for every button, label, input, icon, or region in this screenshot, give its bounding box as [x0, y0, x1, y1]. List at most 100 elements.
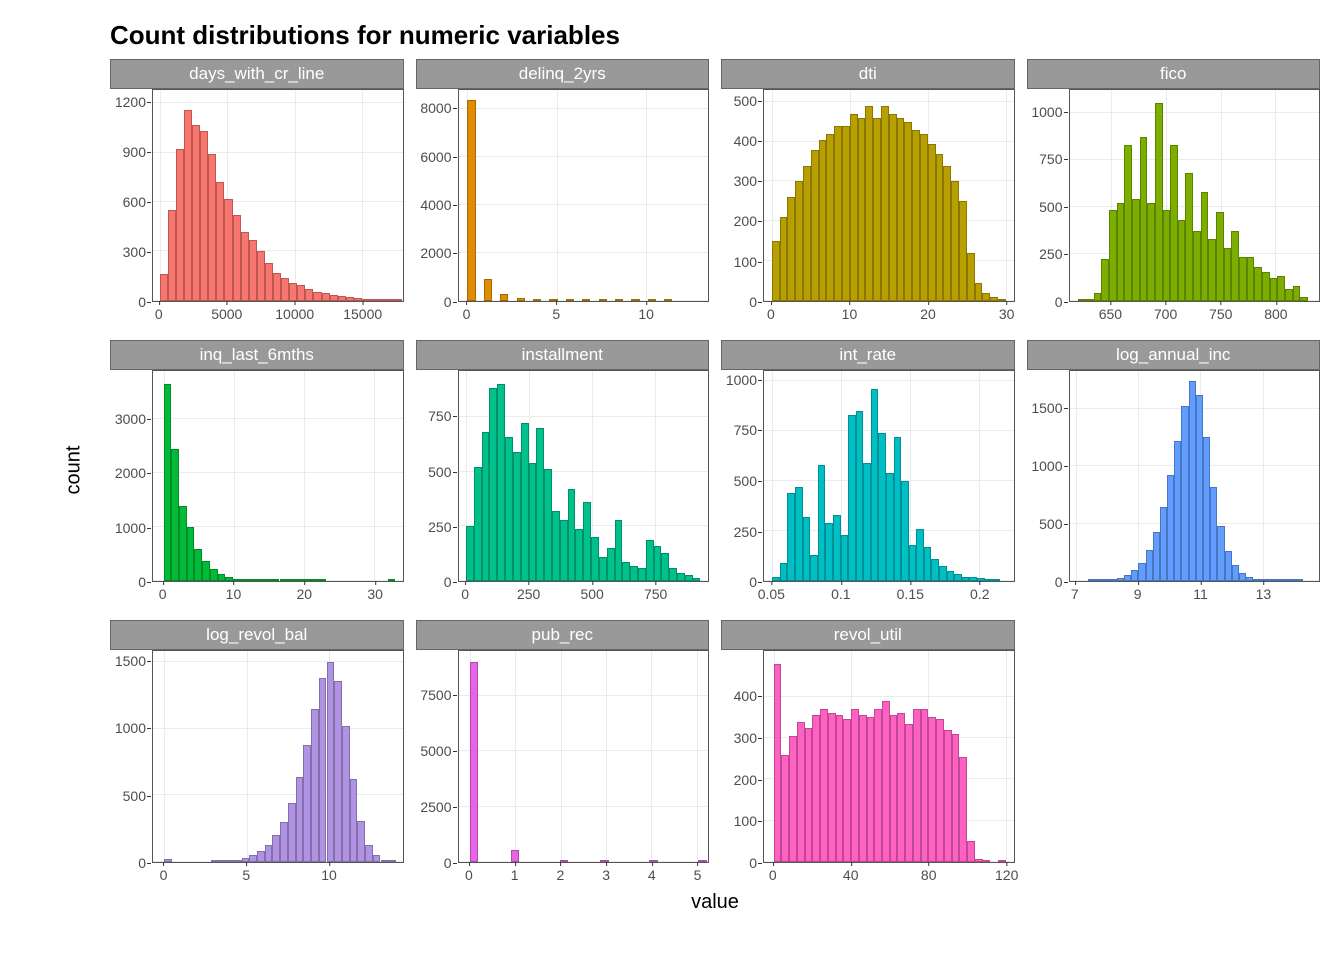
bar [848, 415, 856, 582]
panel [458, 89, 710, 302]
y-tick: 400 [734, 688, 757, 704]
bar [897, 713, 905, 862]
histogram-bars [1070, 371, 1320, 582]
panel [763, 89, 1015, 302]
bar [179, 506, 187, 582]
bar [1132, 199, 1140, 301]
bar [280, 579, 288, 581]
bar [218, 860, 226, 862]
y-tick: 100 [734, 813, 757, 829]
bar [787, 197, 795, 300]
bar [311, 709, 319, 862]
bar [843, 719, 851, 862]
facet-log_annual_inc: log_annual_inc050010001500791113 [1027, 340, 1321, 609]
y-tick: 0 [749, 294, 757, 310]
facet-fico: fico02505007501000650700750800 [1027, 59, 1321, 328]
x-tick: 1 [511, 867, 519, 883]
x-tick: 500 [580, 586, 603, 602]
bar [992, 579, 1000, 581]
bar [168, 210, 176, 301]
bar [497, 384, 505, 582]
y-tick: 2000 [420, 245, 451, 261]
bar [334, 681, 342, 862]
bar [1131, 570, 1138, 581]
bar [967, 253, 975, 301]
histogram-bars [764, 90, 1014, 301]
y-axis-label: count [63, 446, 86, 495]
bar [568, 489, 576, 581]
y-axis: 050010001500 [110, 650, 152, 863]
bar [467, 100, 475, 301]
bar [795, 487, 803, 581]
y-axis: 0250500750 [416, 370, 458, 583]
bar [265, 263, 273, 301]
y-tick: 0 [1055, 294, 1063, 310]
bar [192, 125, 200, 301]
y-tick: 250 [428, 519, 451, 535]
bar [661, 553, 669, 582]
bar [867, 717, 875, 862]
y-axis: 0100020003000 [110, 370, 152, 583]
bar [780, 563, 788, 581]
bar [648, 299, 656, 301]
bar [176, 149, 184, 300]
bar [1224, 248, 1232, 301]
bar [338, 296, 346, 301]
bar [841, 535, 849, 581]
bar [975, 283, 983, 301]
bar [273, 273, 281, 301]
bar [819, 140, 827, 301]
x-tick: 0.1 [831, 586, 850, 602]
bar [505, 437, 513, 582]
y-tick: 1000 [115, 520, 146, 536]
bar [249, 855, 257, 862]
x-tick: 650 [1099, 306, 1122, 322]
bar [264, 579, 272, 581]
panel [1069, 89, 1321, 302]
facet-strip: dti [721, 59, 1015, 89]
bar [373, 855, 381, 862]
bar [962, 577, 970, 581]
bar [998, 299, 1006, 301]
x-tick: 2 [556, 867, 564, 883]
bar [1193, 231, 1201, 301]
bar [560, 520, 568, 581]
bar [281, 278, 289, 301]
bar [533, 299, 541, 301]
x-tick: 800 [1264, 306, 1287, 322]
x-tick: 80 [921, 867, 937, 883]
y-axis: 0100200300400 [721, 650, 763, 863]
bar [287, 579, 295, 581]
bar [1232, 565, 1239, 581]
bar [1277, 276, 1285, 300]
bar [1268, 579, 1275, 581]
bar [354, 298, 362, 300]
bar [164, 859, 172, 862]
bar [928, 144, 936, 301]
y-tick: 300 [123, 244, 146, 260]
bar [998, 860, 1006, 862]
bar [990, 297, 998, 301]
x-axis: 791113 [1069, 582, 1321, 608]
bar [272, 835, 280, 862]
bar [370, 299, 378, 301]
bar [1103, 579, 1110, 581]
bar [1275, 579, 1282, 581]
y-tick: 500 [734, 93, 757, 109]
bar [511, 850, 519, 862]
x-tick: 5 [694, 867, 702, 883]
x-tick: 11 [1193, 586, 1208, 602]
x-tick: 30 [367, 586, 383, 602]
bar [1196, 395, 1203, 581]
y-tick: 0 [444, 574, 452, 590]
bar [985, 579, 993, 581]
bar [297, 285, 305, 301]
bar [890, 715, 898, 862]
y-tick: 400 [734, 133, 757, 149]
bar [164, 384, 172, 581]
bar [859, 715, 867, 862]
bar [1088, 579, 1095, 581]
x-tick: 15000 [343, 306, 382, 322]
bar [365, 845, 373, 862]
bar [886, 473, 894, 581]
